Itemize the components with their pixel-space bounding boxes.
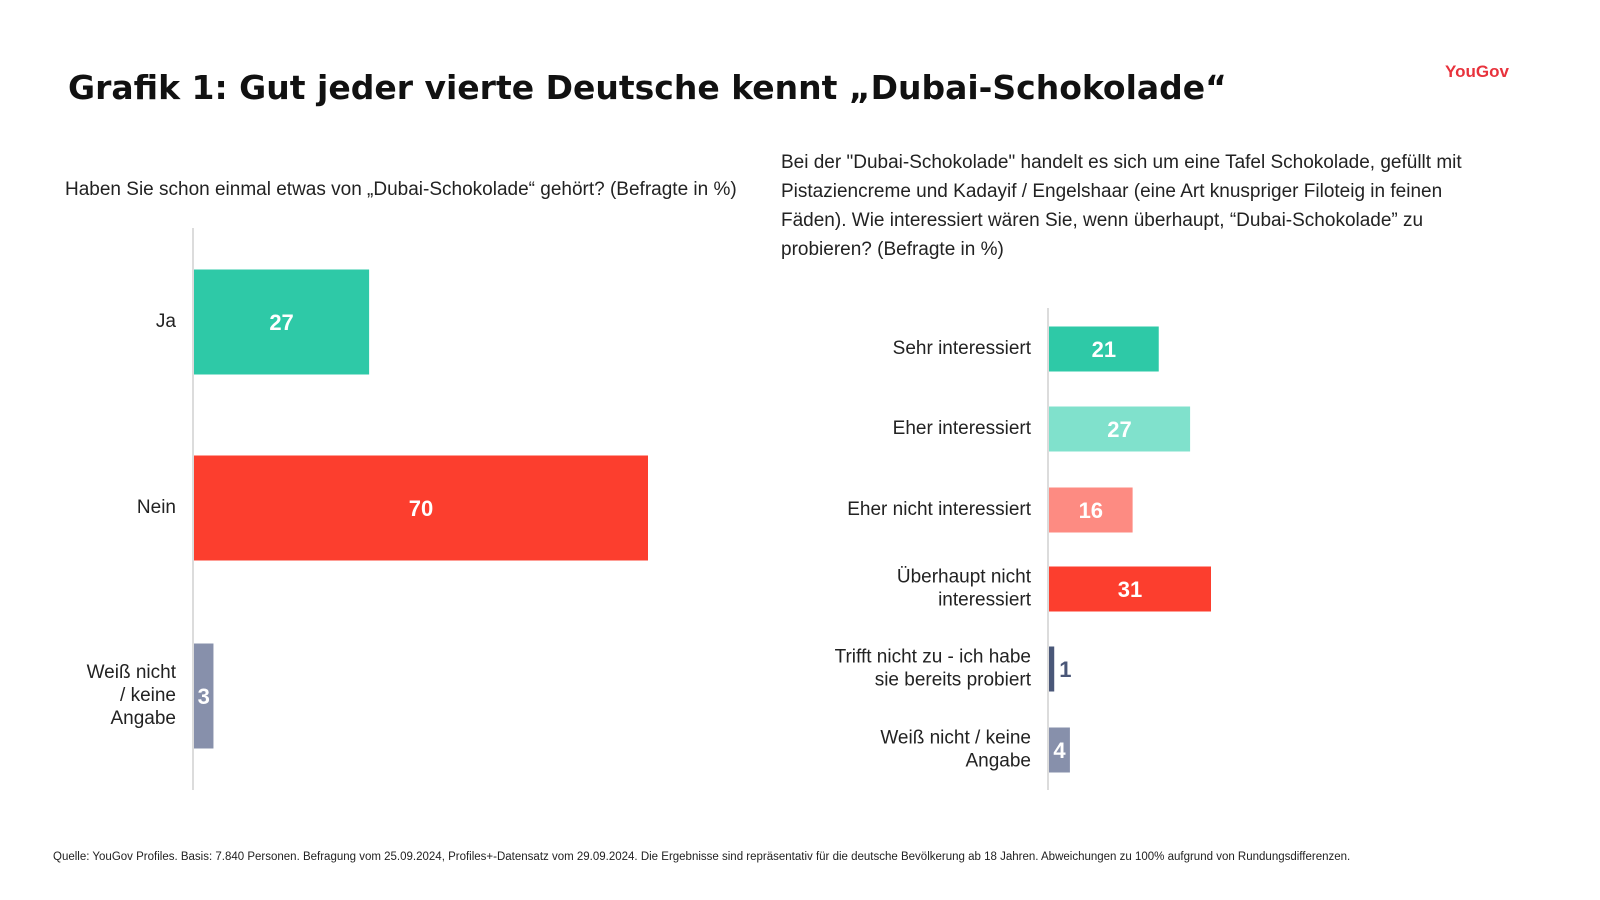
right-category-label-1: Sehr interessiert <box>893 338 1032 359</box>
right-bar-1 <box>1049 326 1159 372</box>
right-bar-chart: 21 Sehr interessiert 27 Eher interessiert 16… <box>835 308 1211 790</box>
left-value-label-1: 27 <box>269 310 293 335</box>
left-bar-2 <box>194 455 648 561</box>
right-bar-4 <box>1049 566 1211 612</box>
right-category-label-3: Eher nicht interessiert <box>847 499 1031 520</box>
right-category-label-5: Trifft nicht zu - ich habe sie bereits pr… <box>835 647 1032 691</box>
right-value-label-6: 4 <box>1053 738 1066 763</box>
right-bar-5 <box>1049 646 1055 692</box>
right-bar-6 <box>1049 727 1070 773</box>
right-value-label-4: 31 <box>1118 577 1142 602</box>
left-category-label-3: Weiß nicht / keine Angabe <box>87 662 177 729</box>
left-bar-chart: 27 Ja 70 Nein 3 Weiß nicht / keine Angabe <box>87 228 648 790</box>
right-chart-question: Bei der "Dubai-Schokolade" handelt es si… <box>781 152 1462 260</box>
source-note: Quelle: YouGov Profiles. Basis: 7.840 Pe… <box>53 851 1351 863</box>
right-value-label-3: 16 <box>1079 498 1103 523</box>
right-category-label-4: Überhaupt nicht interessiert <box>897 567 1032 611</box>
left-bar-3 <box>194 643 214 749</box>
left-chart-question: Haben Sie schon einmal etwas von „Dubai-… <box>65 179 737 200</box>
left-value-label-2: 70 <box>409 496 433 521</box>
brand-logo: YouGov <box>1445 62 1509 81</box>
chart-title: Grafik 1: Gut jeder vierte Deutsche kenn… <box>68 68 1227 107</box>
right-value-label-5: 1 <box>1059 657 1071 682</box>
right-category-label-2: Eher interessiert <box>893 418 1032 439</box>
right-bar-3 <box>1049 487 1133 533</box>
right-bar-2 <box>1049 406 1191 452</box>
left-bar-1 <box>194 269 370 375</box>
right-value-label-1: 21 <box>1092 337 1116 362</box>
left-category-label-2: Nein <box>137 497 176 518</box>
left-category-label-1: Ja <box>156 311 177 332</box>
right-category-label-6: Weiß nicht / keine Angabe <box>880 728 1031 772</box>
left-value-label-3: 3 <box>198 684 210 709</box>
right-value-label-2: 27 <box>1107 417 1131 442</box>
